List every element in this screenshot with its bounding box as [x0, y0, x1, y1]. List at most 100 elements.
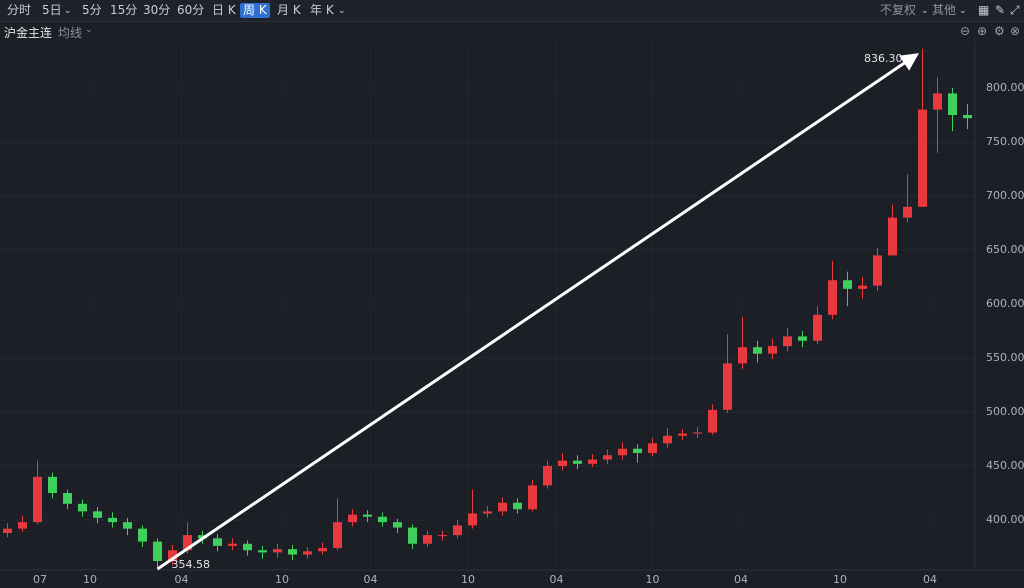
candle-body	[588, 459, 597, 464]
chevron: ⌄	[921, 6, 929, 16]
period[interactable]: 日 K	[212, 3, 236, 17]
candle-body	[18, 522, 27, 529]
candle-body	[93, 511, 102, 518]
x-tick-label: 07	[33, 573, 47, 586]
candle-body	[828, 280, 837, 315]
candle-body	[648, 443, 657, 454]
candle-body	[933, 93, 942, 110]
candle-body	[183, 535, 192, 551]
candle-body	[888, 217, 897, 256]
tool-icon[interactable]: ⤢	[1010, 3, 1020, 17]
period[interactable]: 分时	[7, 3, 32, 17]
period[interactable]: 周 K	[240, 3, 270, 18]
period[interactable]: 年 K	[310, 3, 334, 17]
candle-body	[813, 314, 822, 341]
candle-body	[453, 525, 462, 536]
candle-body	[258, 550, 267, 553]
other-menu[interactable]: 其他	[932, 3, 957, 17]
candle-body	[378, 516, 387, 523]
candle-body	[393, 522, 402, 528]
candle-body	[513, 502, 522, 510]
chevron: ⌄	[959, 6, 967, 16]
symbol: 沪金主连	[4, 26, 53, 40]
panel-icon[interactable]: ⊕	[977, 24, 988, 38]
tool-icon[interactable]: ▦	[978, 3, 990, 17]
y-tick-label: 500.00	[986, 405, 1024, 418]
candle-body	[123, 522, 132, 529]
candle-body	[348, 514, 357, 523]
max-annotation: 836.30	[864, 52, 903, 65]
candle-body	[678, 433, 687, 436]
y-tick-label: 450.00	[986, 459, 1024, 472]
chevron: ⌄	[85, 25, 93, 35]
period[interactable]: 5分	[82, 3, 102, 17]
x-tick-label: 04	[923, 573, 937, 586]
chevron: ⌄	[338, 6, 346, 16]
candle-body	[408, 527, 417, 544]
candle-body	[483, 511, 492, 514]
period[interactable]: 60分	[177, 3, 205, 17]
candle-body	[198, 535, 207, 539]
candle-body	[918, 109, 927, 207]
candle-body	[558, 460, 567, 466]
candle-body	[108, 517, 117, 523]
min-annotation: 354.58	[172, 558, 211, 571]
candle-body	[168, 550, 177, 562]
candle-body	[693, 432, 702, 434]
indicator-menu[interactable]: 均线	[58, 26, 83, 40]
candle-body	[498, 502, 507, 512]
candle-body	[873, 255, 882, 286]
candle-body	[63, 492, 72, 504]
candle-body	[303, 551, 312, 555]
candle-body	[963, 115, 972, 119]
candle-body	[273, 549, 282, 553]
candle-body	[663, 435, 672, 444]
toolbar: 分时 5日 ⌄ 5分 15分 30分 60分 日 K 周 K 月 K 年 K ⌄ 不…	[0, 0, 1024, 22]
candle-body	[468, 513, 477, 526]
candle-body	[33, 476, 42, 523]
chevron: ⌄	[64, 6, 72, 16]
period[interactable]: 30分	[143, 3, 171, 17]
candle-body	[363, 514, 372, 517]
candle-body	[423, 535, 432, 544]
candle-body	[318, 548, 327, 552]
period[interactable]: 5日	[42, 3, 62, 17]
candle-body	[243, 543, 252, 551]
adjust-menu[interactable]: 不复权	[880, 3, 917, 17]
x-tick-label: 04	[364, 573, 378, 586]
y-tick-label: 650.00	[986, 243, 1024, 256]
candle-body	[603, 455, 612, 460]
candle-body	[738, 347, 747, 364]
candle-body	[528, 485, 537, 510]
panel-icon[interactable]: ⊖	[960, 24, 971, 38]
candle-body	[438, 535, 447, 537]
y-tick-label: 400.00	[986, 513, 1024, 526]
candle-body	[573, 460, 582, 464]
y-tick-label: 700.00	[986, 189, 1024, 202]
x-tick-label: 04	[175, 573, 189, 586]
panel-icon[interactable]: ⊗	[1010, 24, 1021, 38]
candle-body	[903, 206, 912, 218]
indicator-row: 沪金主连 均线 ⌄ ⊖ ⊕ ⚙ ⊗	[0, 22, 1024, 40]
candle-body	[783, 336, 792, 347]
candle-body	[543, 465, 552, 486]
x-tick-label: 10	[833, 573, 847, 586]
candle-body	[153, 541, 162, 562]
candle-body	[228, 543, 237, 546]
candle-body	[3, 528, 12, 533]
panel-icon[interactable]: ⚙	[994, 24, 1005, 38]
x-tick-label: 04	[734, 573, 748, 586]
x-tick-label: 04	[550, 573, 564, 586]
candle-body	[858, 285, 867, 289]
period[interactable]: 月 K	[277, 3, 301, 17]
tool-icon[interactable]: ✎	[995, 3, 1006, 17]
candle-body	[708, 409, 717, 433]
period[interactable]: 15分	[110, 3, 138, 17]
candle-body	[948, 93, 957, 116]
x-tick-label: 10	[275, 573, 289, 586]
x-tick-label: 10	[83, 573, 97, 586]
y-tick-label: 600.00	[986, 297, 1024, 310]
candle-body	[618, 448, 627, 456]
